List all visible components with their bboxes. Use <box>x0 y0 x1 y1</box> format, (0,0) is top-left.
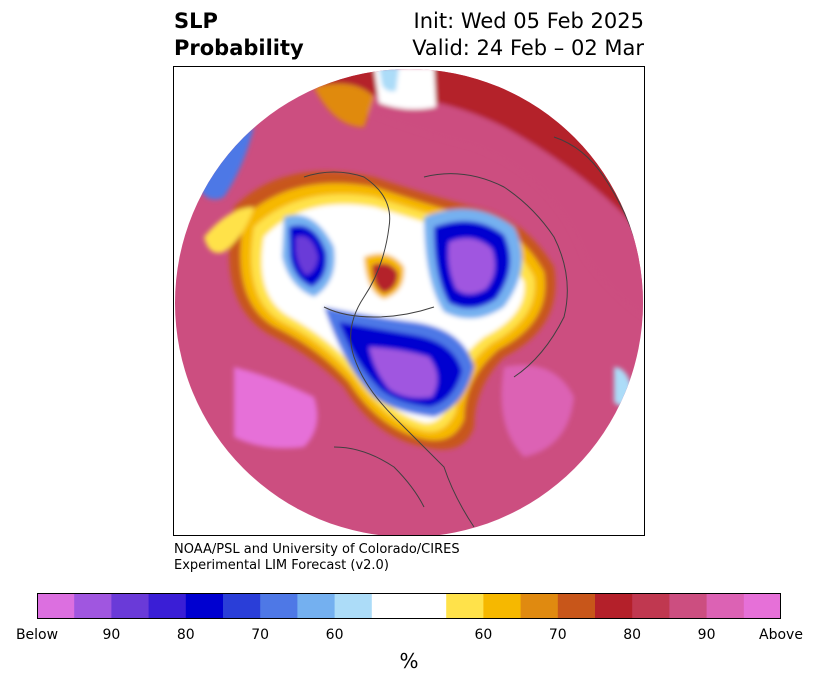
colorbar-tick-label: Above <box>759 627 803 643</box>
colorbar-tick-label: 90 <box>697 627 716 643</box>
credit-line-org: NOAA/PSL and University of Colorado/CIRE… <box>174 542 460 557</box>
colorbar-tick-label: 80 <box>623 627 642 643</box>
colorbar-unit: % <box>399 649 419 673</box>
colorbar-swatch <box>223 593 261 619</box>
colorbar-tick-label: 90 <box>102 627 121 643</box>
forecast-dates: Init: Wed 05 Feb 2025 Valid: 24 Feb – 02… <box>412 8 644 62</box>
colorbar-swatch <box>483 593 522 619</box>
credit-text: NOAA/PSL and University of Colorado/CIRE… <box>174 542 460 574</box>
colorbar-swatch <box>260 593 298 619</box>
colorbar-swatch <box>297 593 336 619</box>
colorbar-swatch <box>706 593 745 619</box>
colorbar-tick-label: 70 <box>548 627 567 643</box>
colorbar-swatch <box>371 593 447 619</box>
colorbar-tick-label: 60 <box>325 627 344 643</box>
colorbar-tick-label: 80 <box>176 627 195 643</box>
colorbar-swatch <box>446 593 484 619</box>
title-line-variable: SLP <box>174 9 218 33</box>
probability-map <box>173 66 645 536</box>
colorbar-swatch <box>557 593 596 619</box>
credit-line-model: Experimental LIM Forecast (v2.0) <box>174 558 389 573</box>
colorbar-tick-label: 60 <box>474 627 493 643</box>
colorbar-swatch <box>334 593 373 619</box>
init-date: Init: Wed 05 Feb 2025 <box>413 9 644 33</box>
colorbar-tick-label: 70 <box>251 627 270 643</box>
polar-stereographic-map <box>175 69 643 535</box>
map-title: SLP Probability <box>174 8 304 62</box>
colorbar-swatch <box>37 593 75 619</box>
coastlines <box>303 136 635 528</box>
probability-field <box>175 69 643 535</box>
title-line-product: Probability <box>174 36 304 60</box>
colorbar-swatch <box>632 593 670 619</box>
colorbar-swatch <box>185 593 224 619</box>
valid-range: Valid: 24 Feb – 02 Mar <box>412 36 644 60</box>
colorbar-tick-label: Below <box>15 627 59 643</box>
colorbar-swatch <box>669 593 708 619</box>
colorbar-swatch <box>74 593 112 619</box>
colorbar-swatch <box>148 593 187 619</box>
colorbar <box>37 593 781 619</box>
colorbar-swatch <box>595 593 633 619</box>
colorbar-swatch <box>111 593 150 619</box>
colorbar-swatch <box>743 593 781 619</box>
colorbar-swatch <box>520 593 559 619</box>
